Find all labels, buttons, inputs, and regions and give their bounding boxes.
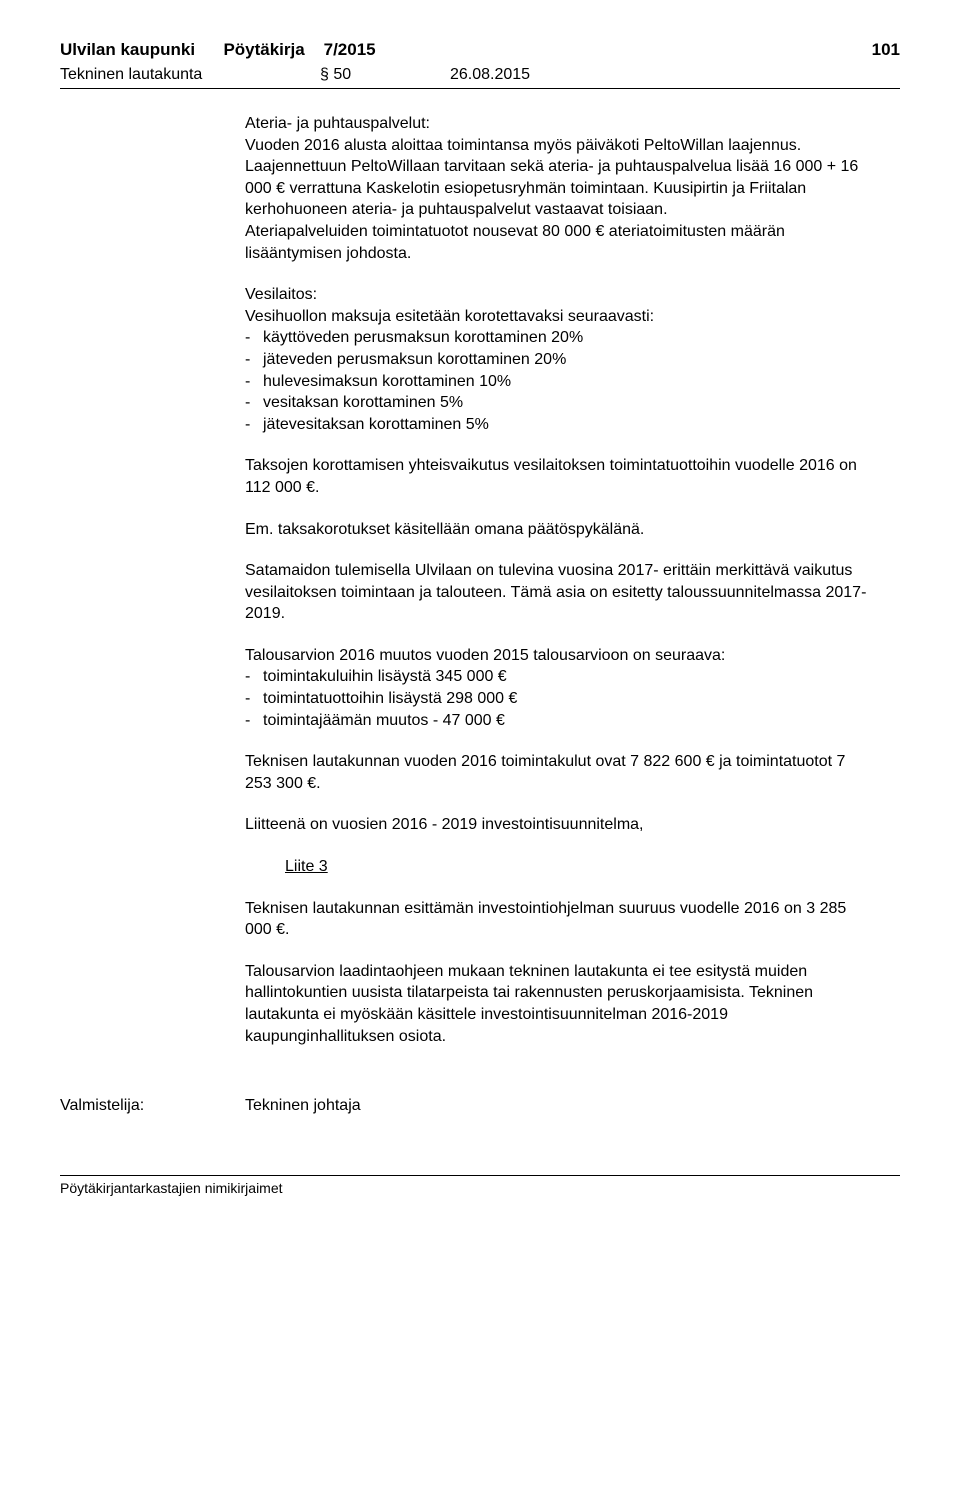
header-row: Ulvilan kaupunki Pöytäkirja 7/2015 101 — [60, 40, 900, 60]
main-content: Ateria- ja puhtauspalvelut: Vuoden 2016 … — [245, 113, 870, 1047]
em-para: Em. taksakorotukset käsitellään omana pä… — [245, 519, 870, 541]
laadinta-para: Talousarvion laadintaohjeen mukaan tekni… — [245, 961, 870, 1047]
vesi-title: Vesilaitos: — [245, 284, 870, 306]
list-item: toimintakuluihin lisäystä 345 000 € — [245, 666, 870, 688]
list-item: hulevesimaksun korottaminen 10% — [245, 371, 870, 393]
vesi-intro: Vesihuollon maksuja esitetään korotettav… — [245, 306, 870, 328]
list-item: käyttöveden perusmaksun korottaminen 20% — [245, 327, 870, 349]
prepared-value: Tekninen johtaja — [245, 1097, 361, 1115]
ateria-p2: Laajennettuun PeltoWillaan tarvitaan sek… — [245, 156, 870, 221]
vesi-list: käyttöveden perusmaksun korottaminen 20%… — [245, 327, 870, 435]
footer-text: Pöytäkirjantarkastajien nimikirjaimet — [60, 1180, 283, 1196]
org-name: Ulvilan kaupunki — [60, 40, 195, 59]
list-item: toimintatuottoihin lisäystä 298 000 € — [245, 688, 870, 710]
header-org: Ulvilan kaupunki Pöytäkirja 7/2015 — [60, 40, 376, 60]
doc-type: Pöytäkirja — [223, 40, 304, 59]
list-item: jäteveden perusmaksun korottaminen 20% — [245, 349, 870, 371]
page-container: Ulvilan kaupunki Pöytäkirja 7/2015 101 T… — [0, 0, 960, 1226]
taksojen-para: Taksojen korottamisen yhteisvaikutus ves… — [245, 455, 870, 498]
talousarvio-intro: Talousarvion 2016 muutos vuoden 2015 tal… — [245, 645, 870, 667]
vesi-section: Vesilaitos: Vesihuollon maksuja esitetää… — [245, 284, 870, 327]
ateria-title: Ateria- ja puhtauspalvelut: — [245, 113, 870, 135]
page-number: 101 — [872, 40, 900, 60]
liitteena-para: Liitteenä on vuosien 2016 - 2019 investo… — [245, 814, 870, 836]
committee-name: Tekninen lautakunta — [60, 66, 320, 84]
talousarvio-list: toimintakuluihin lisäystä 345 000 € toim… — [245, 666, 870, 731]
doc-no: 7/2015 — [324, 40, 376, 59]
subheader-row: Tekninen lautakunta § 50 26.08.2015 — [60, 66, 900, 89]
prepared-label: Valmistelija: — [60, 1097, 245, 1115]
list-item: toimintajäämän muutos - 47 000 € — [245, 710, 870, 732]
ateria-p1: Vuoden 2016 alusta aloittaa toimintansa … — [245, 135, 870, 157]
list-item: vesitaksan korottaminen 5% — [245, 392, 870, 414]
ateria-p3: Ateriapalveluiden toimintatuotot nouseva… — [245, 221, 870, 264]
prepared-row: Valmistelija: Tekninen johtaja — [60, 1097, 900, 1115]
meeting-date: 26.08.2015 — [450, 66, 530, 84]
list-item: jätevesitaksan korottaminen 5% — [245, 414, 870, 436]
invest-para: Teknisen lautakunnan esittämän investoin… — [245, 898, 870, 941]
page-footer: Pöytäkirjantarkastajien nimikirjaimet — [60, 1175, 900, 1196]
liite-link[interactable]: Liite 3 — [285, 856, 870, 878]
satamaidon-para: Satamaidon tulemisella Ulvilaan on tulev… — [245, 560, 870, 625]
section-number: § 50 — [320, 66, 450, 84]
ateria-section: Ateria- ja puhtauspalvelut: Vuoden 2016 … — [245, 113, 870, 264]
teknisen-para: Teknisen lautakunnan vuoden 2016 toimint… — [245, 751, 870, 794]
